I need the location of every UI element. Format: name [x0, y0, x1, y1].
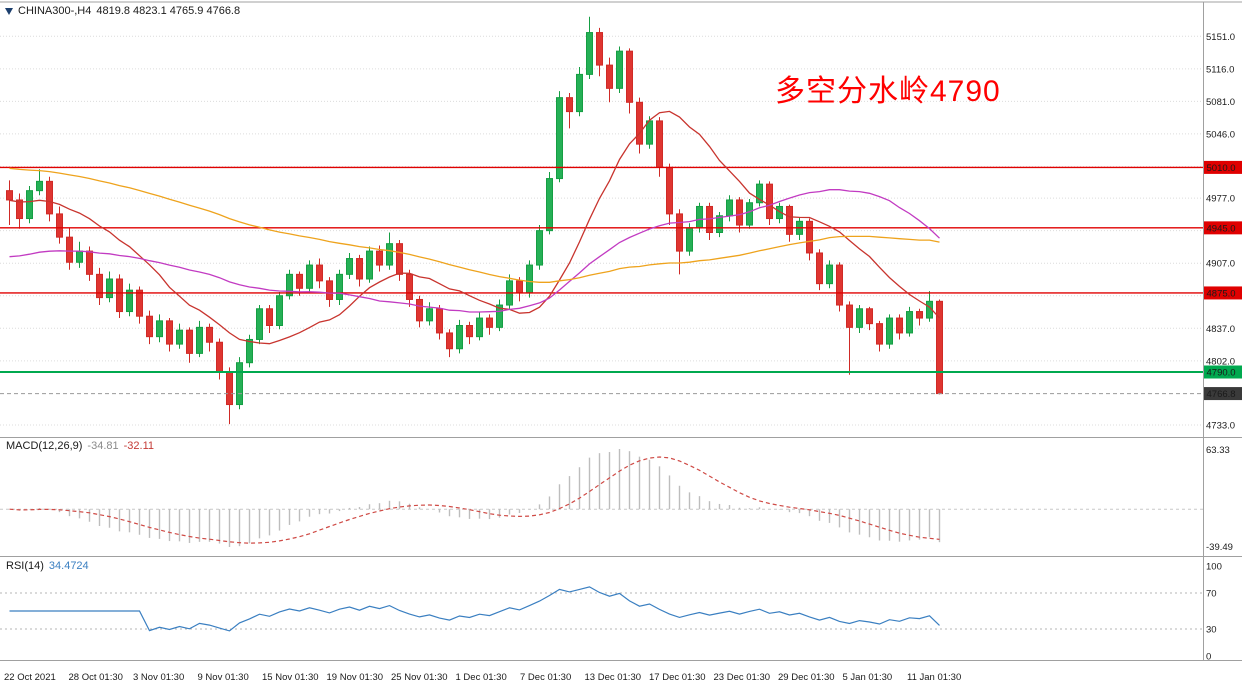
svg-text:5 Jan 01:30: 5 Jan 01:30 — [843, 672, 893, 683]
svg-text:4907.0: 4907.0 — [1206, 259, 1235, 270]
svg-text:4945.0: 4945.0 — [1207, 223, 1236, 234]
grid-lines — [0, 35, 1203, 426]
svg-text:-39.49: -39.49 — [1206, 542, 1233, 553]
svg-text:23 Dec 01:30: 23 Dec 01:30 — [714, 672, 771, 683]
candlestick-series — [6, 16, 943, 425]
svg-text:17 Dec 01:30: 17 Dec 01:30 — [649, 672, 706, 683]
svg-text:5010.0: 5010.0 — [1207, 163, 1236, 174]
svg-text:4733.0: 4733.0 — [1206, 421, 1235, 432]
price-axis: 5151.0 5116.0 5081.0 5046.0 4977.0 4907.0 4837… — [1204, 32, 1242, 432]
svg-text:30: 30 — [1206, 625, 1217, 636]
svg-text:11 Jan 01:30: 11 Jan 01:30 — [907, 672, 961, 683]
svg-text:1 Dec 01:30: 1 Dec 01:30 — [456, 672, 507, 683]
svg-text:4875.0: 4875.0 — [1207, 288, 1236, 299]
svg-text:29 Dec 01:30: 29 Dec 01:30 — [778, 672, 835, 683]
svg-text:28 Oct 01:30: 28 Oct 01:30 — [69, 672, 123, 683]
panel-separators — [0, 1, 1242, 661]
svg-text:0: 0 — [1206, 652, 1211, 663]
svg-text:5081.0: 5081.0 — [1206, 97, 1235, 108]
svg-text:3 Nov 01:30: 3 Nov 01:30 — [133, 672, 184, 683]
svg-text:70: 70 — [1206, 589, 1217, 600]
svg-text:4837.0: 4837.0 — [1206, 324, 1235, 335]
svg-text:5151.0: 5151.0 — [1206, 32, 1235, 43]
horizontal-level-lines — [0, 166, 1203, 395]
svg-text:63.33: 63.33 — [1206, 445, 1230, 456]
svg-text:4766.8: 4766.8 — [1207, 389, 1236, 400]
svg-text:100: 100 — [1206, 562, 1222, 573]
macd-panel: 63.33 -39.49 — [0, 445, 1233, 553]
rsi-panel: 100 70 30 0 — [0, 562, 1222, 663]
svg-text:5046.0: 5046.0 — [1206, 129, 1235, 140]
svg-text:22 Oct 2021: 22 Oct 2021 — [4, 672, 56, 683]
svg-text:4790.0: 4790.0 — [1207, 368, 1236, 379]
svg-text:25 Nov 01:30: 25 Nov 01:30 — [391, 672, 448, 683]
svg-text:4977.0: 4977.0 — [1206, 194, 1235, 205]
time-axis: 22 Oct 2021 28 Oct 01:30 3 Nov 01:30 9 Nov … — [4, 672, 961, 683]
svg-text:7 Dec 01:30: 7 Dec 01:30 — [520, 672, 571, 683]
svg-text:4802.0: 4802.0 — [1206, 356, 1235, 367]
svg-text:13 Dec 01:30: 13 Dec 01:30 — [585, 672, 642, 683]
svg-text:9 Nov 01:30: 9 Nov 01:30 — [198, 672, 249, 683]
svg-text:15 Nov 01:30: 15 Nov 01:30 — [262, 672, 319, 683]
moving-average-lines — [9, 110, 940, 345]
svg-text:5116.0: 5116.0 — [1206, 64, 1234, 75]
svg-text:19 Nov 01:30: 19 Nov 01:30 — [327, 672, 384, 683]
